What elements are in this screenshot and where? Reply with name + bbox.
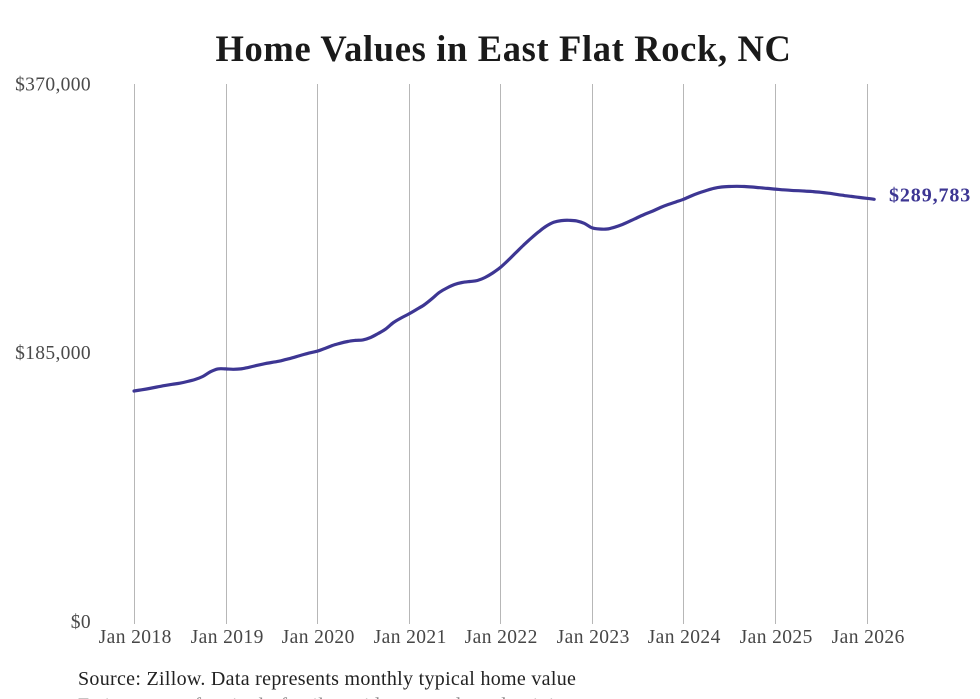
svg-text:Jan 2024: Jan 2024 — [648, 627, 721, 648]
svg-text:Jan 2022: Jan 2022 — [465, 627, 538, 648]
svg-text:Estimates are for single-famil: Estimates are for single-family residenc… — [78, 695, 589, 699]
svg-text:Source: Zillow. Data represent: Source: Zillow. Data represents monthly … — [78, 668, 576, 690]
svg-text:Jan 2023: Jan 2023 — [557, 627, 630, 648]
svg-text:Home Values in East Flat Rock,: Home Values in East Flat Rock, NC — [215, 28, 791, 69]
svg-text:$370,000: $370,000 — [15, 75, 91, 96]
svg-text:Jan 2021: Jan 2021 — [374, 627, 447, 648]
svg-text:$289,783: $289,783 — [889, 185, 971, 207]
svg-text:Jan 2026: Jan 2026 — [832, 627, 905, 648]
svg-text:Jan 2025: Jan 2025 — [740, 627, 813, 648]
svg-text:Jan 2020: Jan 2020 — [282, 627, 355, 648]
svg-text:Jan 2018: Jan 2018 — [99, 627, 172, 648]
svg-text:Jan 2019: Jan 2019 — [191, 627, 264, 648]
svg-text:$0: $0 — [71, 612, 91, 633]
svg-text:$185,000: $185,000 — [15, 343, 91, 364]
